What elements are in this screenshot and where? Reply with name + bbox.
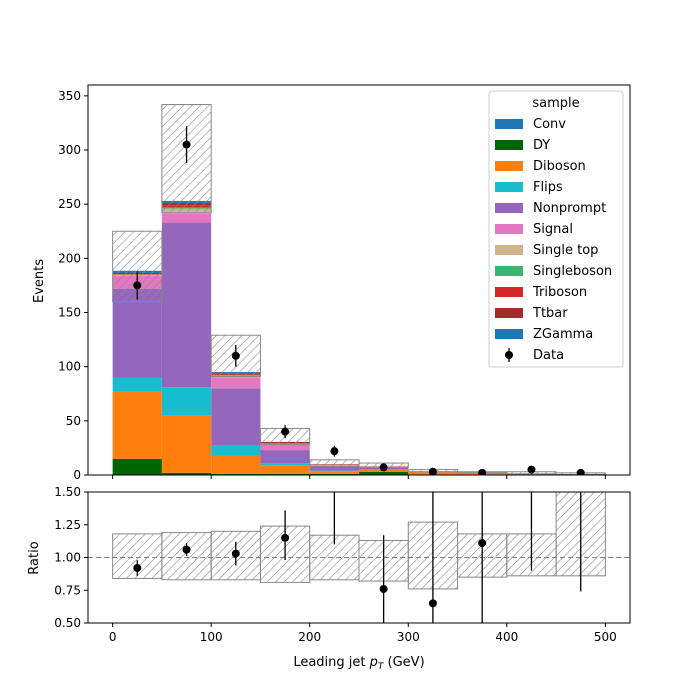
x-tick-label: 200 — [298, 630, 321, 644]
legend-label: Data — [533, 348, 564, 363]
y-tick-label-ratio: 1.25 — [54, 518, 81, 532]
legend-label: Ttbar — [532, 306, 568, 321]
data-point — [330, 447, 339, 456]
legend-label: Single top — [533, 243, 598, 258]
bar-diboson — [112, 391, 162, 459]
ratio-point — [428, 599, 437, 608]
bar-flips — [211, 445, 261, 456]
data-point — [379, 463, 388, 472]
ratio-point — [478, 539, 487, 548]
bar-signal — [211, 377, 261, 389]
legend: sample Conv DY Diboson Flips Nonprompt Signal S… — [488, 90, 624, 368]
y-tick-label-main: 0 — [73, 468, 81, 482]
bar-nonprompt — [112, 288, 162, 378]
bar-flips — [161, 387, 212, 416]
x-tick-label: 0 — [109, 630, 117, 644]
ratio-point — [231, 549, 240, 558]
bar-diboson — [161, 415, 212, 473]
bar-dy — [161, 472, 212, 475]
bar-diboson — [506, 473, 557, 475]
bar-diboson — [260, 465, 310, 474]
data-point — [231, 351, 240, 360]
bar-flips — [112, 377, 162, 392]
data-point — [576, 468, 585, 475]
x-tick-label: 400 — [495, 630, 518, 644]
data-point — [428, 467, 437, 475]
legend-swatch — [495, 161, 523, 171]
legend-swatch — [495, 266, 523, 276]
bar-dy — [112, 458, 162, 475]
bar-signal — [161, 213, 212, 223]
bar-dy — [211, 473, 261, 475]
ratio-point — [182, 545, 191, 554]
bar-dy — [260, 473, 310, 475]
y-tick-label-main: 250 — [58, 197, 81, 211]
ratio-point — [133, 563, 142, 572]
legend-label: Singleboson — [533, 264, 612, 279]
x-axis-label: Leading jet pT (GeV) — [293, 655, 424, 672]
data-point — [527, 465, 536, 474]
legend-box — [488, 90, 624, 368]
legend-swatch — [495, 119, 523, 129]
y-tick-label-ratio: 1.00 — [54, 551, 81, 565]
x-tick-label: 100 — [200, 630, 223, 644]
bar-diboson — [211, 455, 261, 474]
ratio-panel: 0.50 0.75 1.00 1.25 1.50 0 100 200 300 400 500 — [54, 485, 631, 644]
bar-diboson — [309, 471, 359, 474]
legend-label: Flips — [533, 180, 563, 195]
legend-label: Diboson — [533, 159, 586, 174]
legend-label: Nonprompt — [533, 201, 606, 216]
bar-signal — [260, 444, 310, 451]
y-tick-label-main: 100 — [58, 360, 81, 374]
y-tick-label-main: 150 — [58, 306, 81, 320]
legend-swatch — [495, 140, 523, 150]
y-tick-label-main: 200 — [58, 251, 81, 265]
bar-dy — [359, 471, 409, 475]
y-tick-label-ratio: 0.75 — [54, 583, 81, 597]
bar-nonprompt — [309, 466, 359, 471]
legend-swatch — [495, 224, 523, 234]
legend-swatch — [495, 203, 523, 213]
y-tick-label-main: 300 — [58, 143, 81, 157]
data-point — [478, 468, 487, 475]
ratio-point — [281, 533, 290, 542]
legend-label: Triboson — [532, 285, 587, 300]
bar-flips — [260, 463, 310, 466]
uncertainty-band — [309, 459, 360, 467]
legend-swatch — [495, 182, 523, 192]
legend-swatch — [495, 287, 523, 297]
y-tick-label-ratio: 1.50 — [54, 485, 81, 499]
legend-swatch — [495, 308, 523, 318]
legend-swatch — [495, 329, 523, 339]
legend-label: ZGamma — [533, 327, 593, 342]
legend-data-marker — [505, 351, 513, 359]
y-axis-label-main: Events — [32, 259, 47, 303]
bar-nonprompt — [161, 222, 212, 388]
main-plot-area — [112, 104, 606, 475]
x-tick-label: 300 — [397, 630, 420, 644]
legend-label: Signal — [533, 222, 573, 237]
legend-label: Conv — [533, 117, 566, 132]
y-tick-label-main: 350 — [58, 89, 81, 103]
ratio-plot-area — [88, 492, 630, 623]
legend-title: sample — [532, 96, 579, 111]
legend-swatch — [495, 245, 523, 255]
data-point — [182, 140, 191, 149]
y-axis-label-ratio: Ratio — [27, 541, 42, 574]
ratio-point — [379, 584, 388, 593]
main-panel: 0 50 100 150 200 250 300 350 sample Conv DY Diboson… — [58, 84, 631, 482]
main-axes-frame — [87, 84, 631, 476]
y-tick-label-main: 50 — [66, 414, 81, 428]
y-tick-label-ratio: 0.50 — [54, 616, 81, 630]
bar-flips — [309, 470, 359, 472]
x-tick-label: 500 — [594, 630, 617, 644]
data-point — [281, 427, 290, 436]
bar-dy — [309, 473, 359, 475]
legend-label: DY — [533, 138, 550, 153]
data-point — [133, 281, 142, 290]
bar-nonprompt — [211, 388, 261, 446]
bar-nonprompt — [260, 450, 310, 464]
